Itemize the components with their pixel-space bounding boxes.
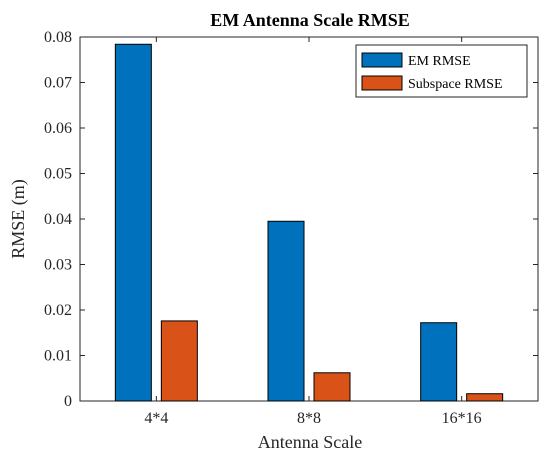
legend-label-subspace-rmse: Subspace RMSE — [408, 77, 503, 92]
y-axis-label: RMSE (m) — [8, 179, 29, 259]
y-tick-label-7: 0.07 — [44, 75, 72, 92]
bar-subspace-rmse-1 — [313, 372, 351, 402]
bar-subspace-rmse-2 — [466, 393, 504, 402]
y-tick-label-2: 0.02 — [44, 302, 72, 319]
bar-em-rmse-2 — [420, 322, 458, 402]
x-tick-label-0: 4*4 — [144, 410, 168, 427]
x-axis-label: Antenna Scale — [258, 432, 362, 452]
y-tick-label-3: 0.03 — [44, 257, 72, 274]
y-tick-label-5: 0.05 — [44, 166, 72, 183]
x-tick-label-2: 16*16 — [442, 410, 482, 427]
chart-title: EM Antenna Scale RMSE — [210, 10, 410, 30]
y-tick-label-4: 0.04 — [44, 211, 72, 228]
y-tick-label-6: 0.06 — [44, 120, 72, 137]
plot-area: 0 0.01 0.02 0.03 0.04 0.05 0.06 0.07 0.08 4*4 8*8… — [44, 29, 539, 427]
y-tick-label-0: 0 — [64, 393, 72, 410]
y-axis: 0 0.01 0.02 0.03 0.04 0.05 0.06 0.07 0.08 — [44, 29, 538, 410]
bars — [114, 43, 504, 402]
legend-swatch-subspace-rmse — [361, 75, 403, 91]
legend-label-em-rmse: EM RMSE — [408, 54, 471, 69]
x-axis: 4*4 8*8 16*16 — [144, 37, 482, 427]
bar-em-rmse-1 — [267, 220, 305, 402]
bar-subspace-rmse-0 — [160, 320, 198, 402]
y-tick-label-8: 0.08 — [44, 29, 72, 46]
legend: EM RMSE Subspace RMSE — [355, 44, 528, 98]
plot-frame — [79, 36, 539, 402]
bar-em-rmse-0 — [114, 43, 152, 402]
x-tick-label-1: 8*8 — [297, 410, 321, 427]
y-tick-label-1: 0.01 — [44, 348, 72, 365]
legend-swatch-em-rmse — [361, 52, 403, 68]
